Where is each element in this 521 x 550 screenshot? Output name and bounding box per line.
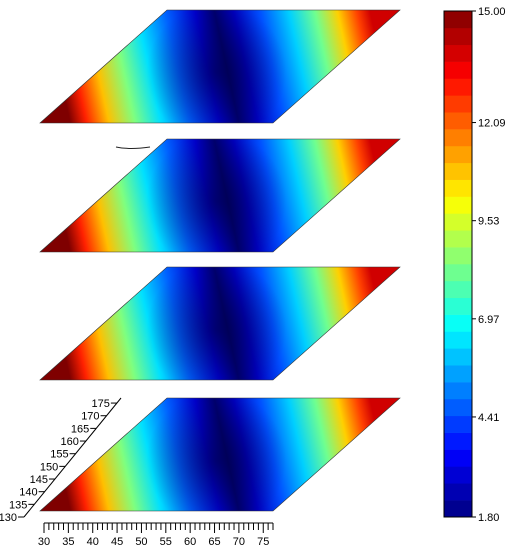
y-tick-label: 155 <box>50 449 68 461</box>
colorbar-band <box>444 112 472 130</box>
slice-trough <box>40 267 400 380</box>
colorbar-tick-label: 9.53 <box>478 216 499 228</box>
slice-outline <box>39 138 401 253</box>
colorbar-band <box>444 500 472 518</box>
slice-2 <box>40 139 400 252</box>
colorbar-tick-label: 4.41 <box>478 412 499 424</box>
colorbar-band <box>444 280 472 299</box>
colorbar-tick-label: 1.80 <box>478 512 499 524</box>
x-tick-label: 30 <box>38 536 50 548</box>
colorbar-band <box>444 449 472 467</box>
colorbar-band <box>444 264 472 282</box>
stray-line <box>115 146 151 149</box>
colorbar-tick-label: 6.97 <box>478 314 499 326</box>
colorbar-band <box>444 179 472 197</box>
colorbar-band <box>444 432 472 450</box>
x-tick-label: 65 <box>208 536 220 548</box>
slice-trough <box>40 139 400 252</box>
y-tick-label: 175 <box>92 398 110 410</box>
y-tick-label: 140 <box>19 487 37 499</box>
x-tick-label: 45 <box>111 536 123 548</box>
colorbar-band <box>444 27 472 46</box>
x-tick-label: 50 <box>135 536 147 548</box>
colorbar-frame <box>443 10 473 518</box>
colorbar-band <box>444 213 472 231</box>
slice-3 <box>40 267 400 380</box>
slice-1 <box>40 10 400 123</box>
slice-outline <box>39 266 401 381</box>
colorbar-band <box>444 162 472 180</box>
y-tick-label: 170 <box>81 411 99 423</box>
x-tick-label: 55 <box>160 536 172 548</box>
colorbar-band <box>444 331 472 349</box>
colorbar: 15.00 12.09 9.53 6.97 4.41 1.80 <box>443 6 506 524</box>
y-tick-label: 145 <box>30 474 48 486</box>
y-tick-label: 150 <box>40 461 58 473</box>
colorbar-band <box>444 44 472 62</box>
colorbar-band <box>444 466 472 484</box>
y-tick-label: 165 <box>71 423 89 435</box>
colorbar-band <box>444 365 472 383</box>
x-tick-label: 75 <box>257 536 269 548</box>
colorbar-band <box>444 398 472 417</box>
slices-group <box>39 9 401 512</box>
colorbar-band <box>444 382 472 400</box>
colorbar-band <box>444 314 472 332</box>
slice-trough <box>40 10 400 123</box>
colorbar-band <box>444 11 472 29</box>
x-axis: 30 35 40 45 50 55 60 65 70 75 <box>38 522 274 548</box>
x-tick-label: 60 <box>184 536 196 548</box>
colorbar-band <box>444 348 472 366</box>
colorbar-tick-label: 12.09 <box>478 118 506 130</box>
colorbar-band <box>444 95 472 113</box>
colorbar-band <box>444 415 472 433</box>
x-tick-label: 40 <box>87 536 99 548</box>
colorbar-band <box>444 61 472 79</box>
y-tick-label: 130 <box>0 512 17 524</box>
colorbar-band <box>444 247 472 265</box>
y-tick-label: 160 <box>61 436 79 448</box>
colorbar-band <box>444 78 472 96</box>
x-tick-label: 70 <box>233 536 245 548</box>
y-axis-line <box>23 397 122 518</box>
colorbar-band <box>444 230 472 248</box>
x-tick-label: 35 <box>62 536 74 548</box>
y-tick-label: 135 <box>9 499 27 511</box>
colorbar-band <box>444 129 472 147</box>
colorbar-band <box>444 145 472 164</box>
slice-outline <box>39 9 401 124</box>
colorbar-band <box>444 483 472 501</box>
colorbar-band <box>444 196 472 214</box>
colorbar-tick-label: 15.00 <box>478 6 506 18</box>
slice-outline <box>39 397 401 512</box>
colorbar-band <box>444 297 472 315</box>
